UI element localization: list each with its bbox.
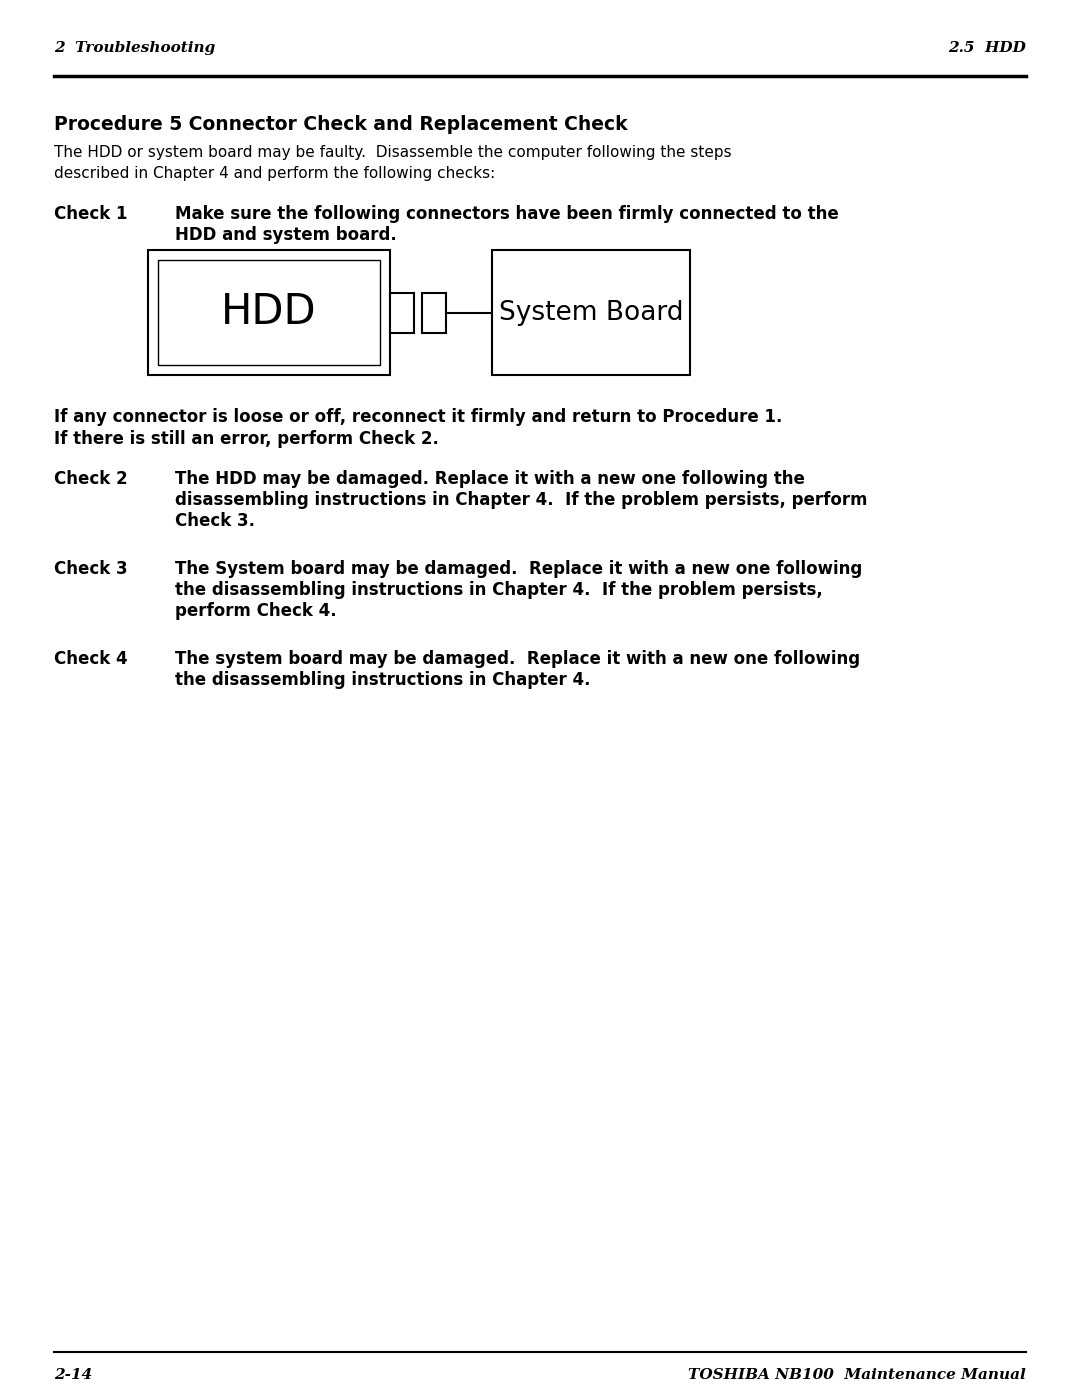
Bar bbox=[390, 292, 414, 332]
Text: The System board may be damaged.  Replace it with a new one following: The System board may be damaged. Replace… bbox=[175, 560, 862, 578]
Text: HDD and system board.: HDD and system board. bbox=[175, 226, 396, 244]
Text: Procedure 5 Connector Check and Replacement Check: Procedure 5 Connector Check and Replacem… bbox=[54, 115, 627, 134]
Text: System Board: System Board bbox=[499, 299, 684, 326]
Text: the disassembling instructions in Chapter 4.  If the problem persists,: the disassembling instructions in Chapte… bbox=[175, 581, 823, 599]
Text: Make sure the following connectors have been firmly connected to the: Make sure the following connectors have … bbox=[175, 205, 839, 224]
Text: 2  Troubleshooting: 2 Troubleshooting bbox=[54, 41, 215, 54]
Text: perform Check 4.: perform Check 4. bbox=[175, 602, 337, 620]
Bar bbox=[148, 250, 390, 374]
Text: 2-14: 2-14 bbox=[54, 1368, 92, 1382]
Text: 2.5  HDD: 2.5 HDD bbox=[948, 41, 1026, 54]
Bar bbox=[492, 250, 690, 374]
Text: disassembling instructions in Chapter 4.  If the problem persists, perform: disassembling instructions in Chapter 4.… bbox=[175, 490, 867, 509]
Text: Check 4: Check 4 bbox=[54, 650, 127, 668]
Text: described in Chapter 4 and perform the following checks:: described in Chapter 4 and perform the f… bbox=[54, 166, 496, 182]
Text: If any connector is loose or off, reconnect it firmly and return to Procedure 1.: If any connector is loose or off, reconn… bbox=[54, 408, 782, 426]
Bar bbox=[158, 260, 380, 365]
Text: The HDD may be damaged. Replace it with a new one following the: The HDD may be damaged. Replace it with … bbox=[175, 469, 805, 488]
Text: If there is still an error, perform Check 2.: If there is still an error, perform Chec… bbox=[54, 430, 438, 448]
Text: Check 3.: Check 3. bbox=[175, 511, 255, 529]
Text: TOSHIBA NB100  Maintenance Manual: TOSHIBA NB100 Maintenance Manual bbox=[688, 1368, 1026, 1382]
Text: The HDD or system board may be faulty.  Disassemble the computer following the s: The HDD or system board may be faulty. D… bbox=[54, 145, 731, 161]
Text: Check 3: Check 3 bbox=[54, 560, 127, 578]
Text: Check 1: Check 1 bbox=[54, 205, 127, 224]
Text: the disassembling instructions in Chapter 4.: the disassembling instructions in Chapte… bbox=[175, 671, 591, 689]
Bar bbox=[422, 292, 446, 332]
Text: HDD: HDD bbox=[221, 292, 316, 334]
Text: Check 2: Check 2 bbox=[54, 469, 127, 488]
Text: The system board may be damaged.  Replace it with a new one following: The system board may be damaged. Replace… bbox=[175, 650, 860, 668]
